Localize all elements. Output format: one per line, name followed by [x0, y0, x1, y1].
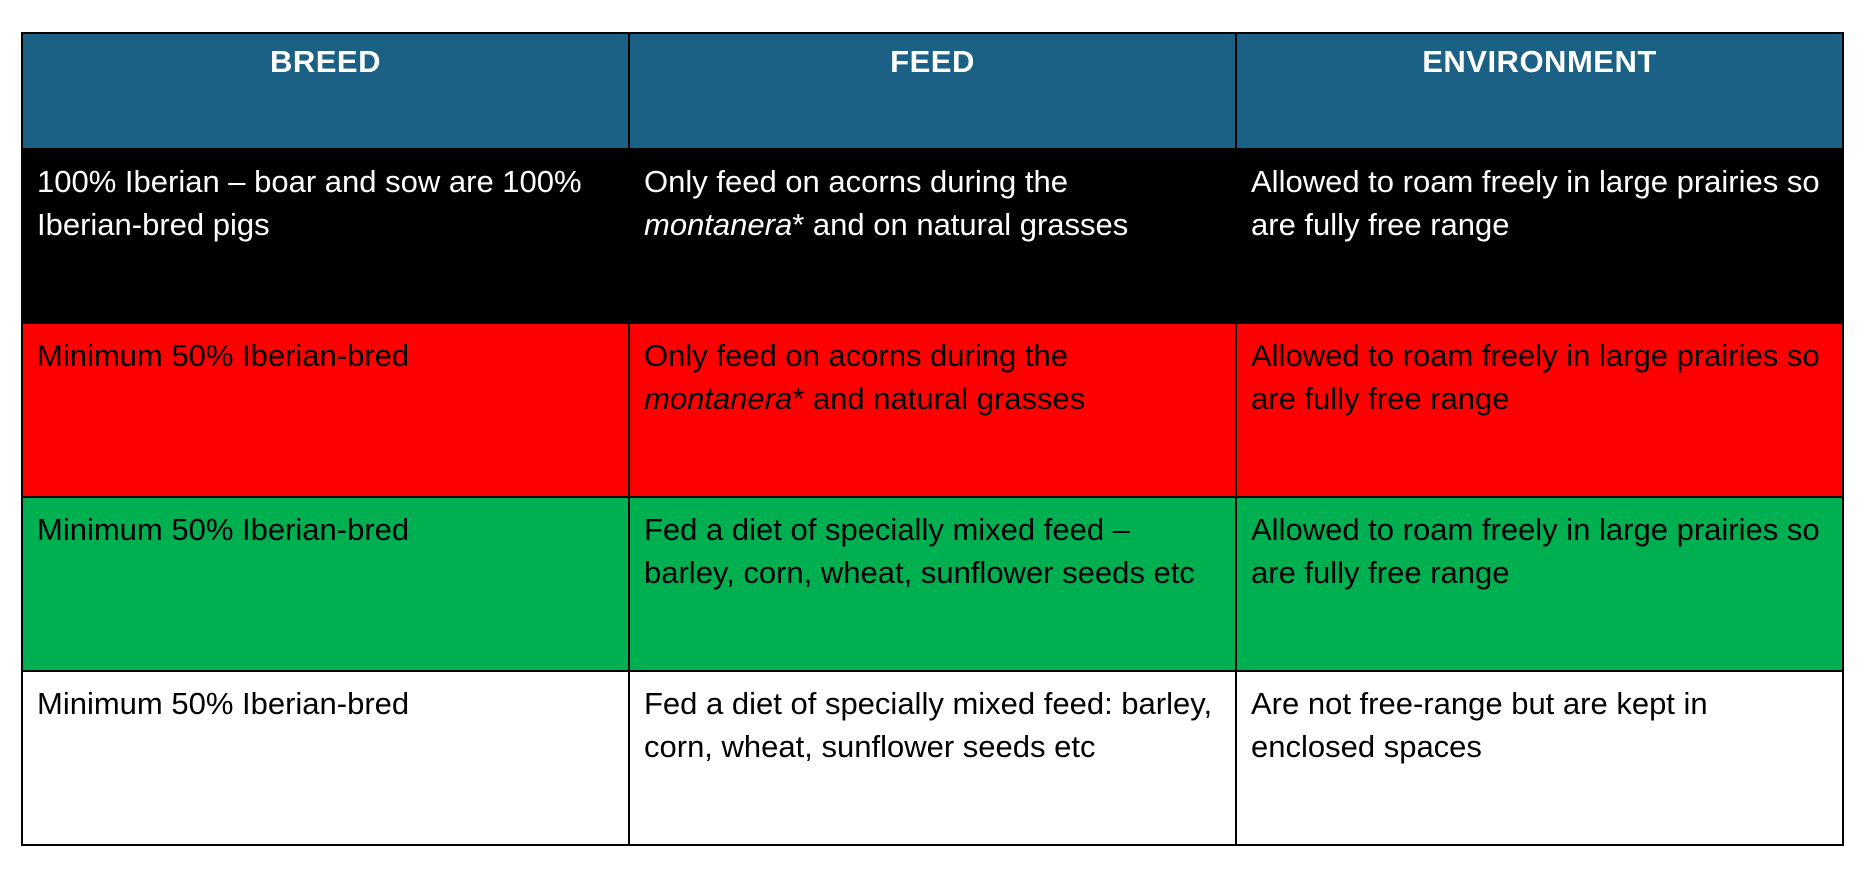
feed-text: Only feed on acorns during the	[644, 338, 1068, 373]
feed-cell: Fed a diet of specially mixed feed: barl…	[628, 670, 1237, 846]
feed-cell: Only feed on acorns during the montanera…	[628, 148, 1237, 324]
feed-cell: Fed a diet of specially mixed feed – bar…	[628, 496, 1237, 672]
table-row: Minimum 50% Iberian-bred Only feed on ac…	[21, 322, 1844, 498]
breed-cell: Minimum 50% Iberian-bred	[21, 670, 630, 846]
breed-cell: Minimum 50% Iberian-bred	[21, 322, 630, 498]
environment-cell: Allowed to roam freely in large prairies…	[1235, 322, 1844, 498]
feed-text-suffix: * and on natural grasses	[792, 207, 1129, 242]
table-row: Minimum 50% Iberian-bred Fed a diet of s…	[21, 496, 1844, 672]
environment-cell: Are not free-range but are kept in enclo…	[1235, 670, 1844, 846]
header-environment: ENVIRONMENT	[1235, 32, 1844, 150]
environment-cell: Allowed to roam freely in large prairies…	[1235, 496, 1844, 672]
breed-cell: Minimum 50% Iberian-bred	[21, 496, 630, 672]
feed-italic-term: montanera	[644, 207, 793, 242]
header-breed: BREED	[21, 32, 630, 150]
header-row: BREED FEED ENVIRONMENT	[21, 32, 1844, 150]
feed-cell: Only feed on acorns during the montanera…	[628, 322, 1237, 498]
feed-text-suffix: * and natural grasses	[792, 381, 1086, 416]
feed-text: Only feed on acorns during the	[644, 164, 1068, 199]
iberian-pig-classification-table-container: BREED FEED ENVIRONMENT 100% Iberian – bo…	[21, 32, 1844, 846]
table-row: 100% Iberian – boar and sow are 100% Ibe…	[21, 148, 1844, 324]
table-row: Minimum 50% Iberian-bred Fed a diet of s…	[21, 670, 1844, 846]
header-feed: FEED	[628, 32, 1237, 150]
iberian-pig-classification-table: BREED FEED ENVIRONMENT 100% Iberian – bo…	[21, 32, 1844, 846]
breed-cell: 100% Iberian – boar and sow are 100% Ibe…	[21, 148, 630, 324]
feed-italic-term: montanera	[644, 381, 793, 416]
environment-cell: Allowed to roam freely in large prairies…	[1235, 148, 1844, 324]
